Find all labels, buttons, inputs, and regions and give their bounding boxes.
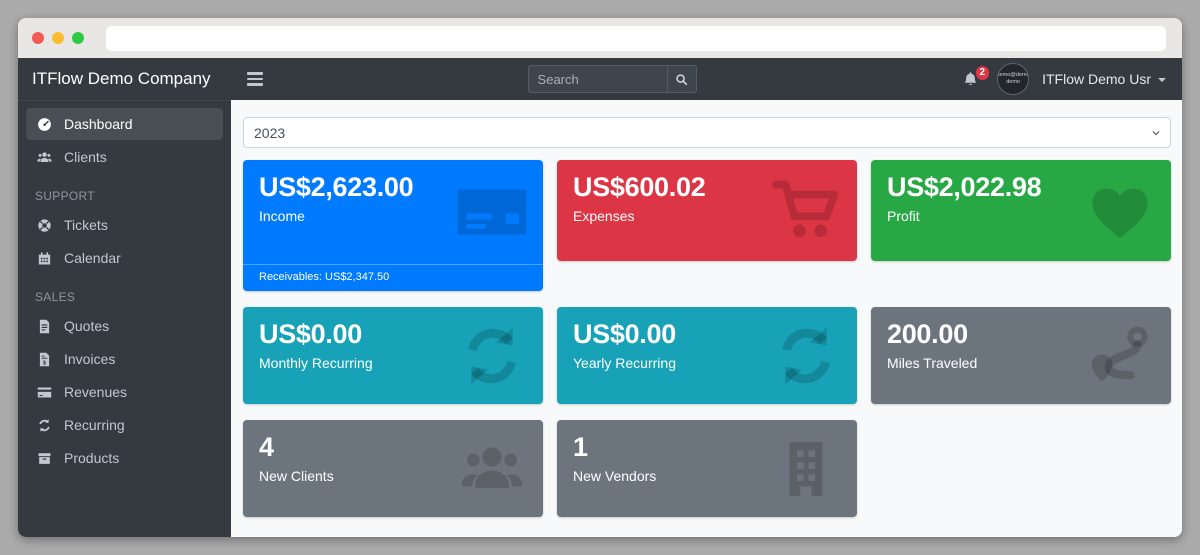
monthly-recurring-label: Monthly Recurring: [259, 355, 373, 372]
search-input[interactable]: [527, 65, 667, 93]
income-card[interactable]: US$2,623.00 Income Receivables: US$2,347…: [243, 160, 543, 291]
avatar[interactable]: demo@demo demo: [997, 63, 1030, 95]
sync-icon: [768, 320, 844, 392]
browser-chrome: [18, 18, 1182, 58]
sidebar-item-revenues[interactable]: Revenues: [26, 376, 223, 408]
sidebar-item-label: Clients: [64, 149, 107, 165]
expenses-card[interactable]: US$600.02 Expenses: [557, 160, 857, 261]
sidebar-item-label: Tickets: [64, 217, 108, 233]
sidebar-nav: Dashboard Clients SUPPORT Tickets: [18, 101, 231, 482]
new-clients-value: 4: [259, 432, 274, 462]
maximize-window-button[interactable]: [72, 32, 84, 44]
dashboard-content: 2023 US$2,623.00 Income: [231, 100, 1182, 537]
main-column: 2 demo@demo demo ITFlow Demo Usr 2023: [231, 58, 1182, 537]
user-menu[interactable]: ITFlow Demo Usr: [1042, 71, 1166, 87]
monthly-recurring-value: US$0.00: [259, 319, 362, 349]
sidebar-item-recurring[interactable]: Recurring: [26, 409, 223, 441]
sidebar-item-label: Invoices: [64, 351, 116, 367]
users-icon: [454, 433, 530, 505]
yearly-recurring-label: Yearly Recurring: [573, 355, 676, 372]
income-label: Income: [259, 208, 305, 225]
sidebar-item-dashboard[interactable]: Dashboard: [26, 108, 223, 140]
profit-value: US$2,022.98: [887, 172, 1042, 202]
bell-icon: [961, 70, 980, 89]
yearly-recurring-value: US$0.00: [573, 319, 676, 349]
traffic-lights: [18, 32, 84, 44]
minimize-window-button[interactable]: [52, 32, 64, 44]
income-value: US$2,623.00: [259, 172, 414, 202]
tachometer-icon: [35, 115, 53, 133]
sidebar-item-clients[interactable]: Clients: [26, 141, 223, 173]
monthly-recurring-card[interactable]: US$0.00 Monthly Recurring: [243, 307, 543, 404]
building-icon: [768, 433, 844, 505]
sidebar-section-sales: SALES: [35, 290, 76, 304]
sidebar-item-label: Dashboard: [64, 116, 133, 132]
box-icon: [35, 449, 53, 467]
brand-title[interactable]: ITFlow Demo Company: [18, 58, 231, 101]
year-select-value: 2023: [254, 124, 286, 141]
cards-row-3: 4 New Clients 1 New Vendors: [243, 420, 1171, 517]
income-footer: Receivables: US$2,347.50: [243, 264, 543, 291]
sidebar-item-label: Revenues: [64, 384, 128, 400]
yearly-recurring-card[interactable]: US$0.00 Yearly Recurring: [557, 307, 857, 404]
miles-traveled-label: Miles Traveled: [887, 355, 978, 372]
top-navbar: 2 demo@demo demo ITFlow Demo Usr: [231, 58, 1182, 100]
cards-row-1: US$2,623.00 Income Receivables: US$2,347…: [243, 160, 1171, 291]
miles-traveled-card[interactable]: 200.00 Miles Traveled: [871, 307, 1171, 404]
user-menu-label: ITFlow Demo Usr: [1042, 71, 1151, 87]
new-vendors-card[interactable]: 1 New Vendors: [557, 420, 857, 517]
sidebar-item-products[interactable]: Products: [26, 442, 223, 474]
file-lines-icon: [35, 317, 53, 335]
sidebar-item-quotes[interactable]: Quotes: [26, 310, 223, 342]
sidebar-item-label: Calendar: [64, 250, 121, 266]
sync-icon: [35, 416, 53, 434]
svg-text:$: $: [42, 360, 46, 366]
sidebar-item-tickets[interactable]: Tickets: [26, 209, 223, 241]
miles-traveled-value: 200.00: [887, 319, 968, 349]
chevron-down-icon: [1152, 129, 1160, 137]
route-icon: [1082, 320, 1158, 392]
app-frame: ITFlow Demo Company Dashboard Clients SU…: [18, 58, 1182, 537]
search-icon: [674, 72, 689, 87]
sidebar: ITFlow Demo Company Dashboard Clients SU…: [18, 58, 231, 537]
search-button[interactable]: [666, 65, 697, 93]
heart-icon: [1082, 175, 1158, 247]
expenses-label: Expenses: [573, 208, 635, 225]
sidebar-item-label: Quotes: [64, 318, 110, 334]
sidebar-item-label: Products: [64, 450, 120, 466]
sidebar-item-calendar[interactable]: Calendar: [26, 242, 223, 274]
chevron-down-icon: [1158, 78, 1166, 82]
new-vendors-value: 1: [573, 432, 588, 462]
navbar-right: 2 demo@demo demo ITFlow Demo Usr: [961, 63, 1166, 95]
life-ring-icon: [35, 216, 53, 234]
url-bar[interactable]: [106, 25, 1166, 51]
file-invoice-dollar-icon: $: [35, 350, 53, 368]
profit-card[interactable]: US$2,022.98 Profit: [871, 160, 1171, 261]
new-clients-card[interactable]: 4 New Clients: [243, 420, 543, 517]
new-clients-label: New Clients: [259, 468, 334, 485]
sidebar-item-invoices[interactable]: $ Invoices: [26, 343, 223, 375]
shopping-cart-icon: [768, 175, 844, 247]
menu-toggle-icon[interactable]: [247, 72, 263, 86]
close-window-button[interactable]: [32, 32, 44, 44]
search-group: [527, 65, 697, 93]
expenses-value: US$600.02: [573, 172, 706, 202]
sidebar-section-support: SUPPORT: [35, 189, 95, 203]
year-select[interactable]: 2023: [243, 117, 1171, 148]
cards-row-2: US$0.00 Monthly Recurring US$0.00 Yearly…: [243, 307, 1171, 404]
new-vendors-label: New Vendors: [573, 468, 657, 485]
profit-label: Profit: [887, 208, 920, 225]
sync-icon: [454, 320, 530, 392]
credit-card-icon: [35, 383, 53, 401]
credit-card-icon: [454, 176, 530, 248]
notifications-button[interactable]: 2: [961, 65, 990, 89]
notification-count-badge: 2: [975, 65, 990, 80]
users-icon: [35, 148, 53, 166]
calendar-icon: [35, 249, 53, 267]
sidebar-item-label: Recurring: [64, 417, 125, 433]
browser-window: ITFlow Demo Company Dashboard Clients SU…: [18, 18, 1182, 537]
